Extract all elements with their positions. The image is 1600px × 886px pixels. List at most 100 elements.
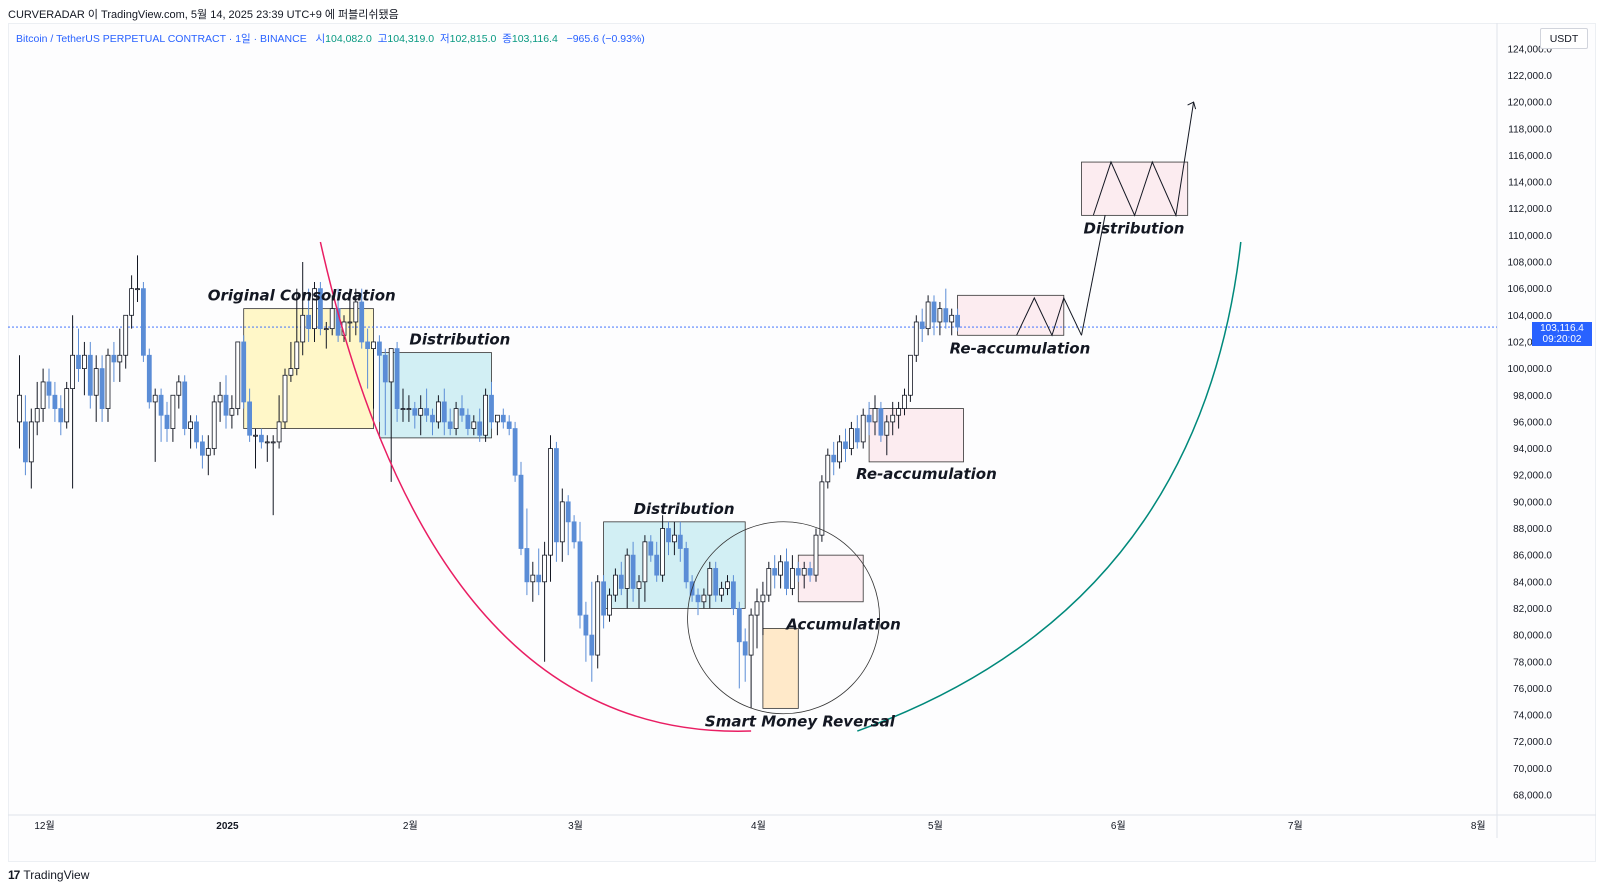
candle-body (52, 394, 58, 409)
label-original-consolidation: Original Consolidation (208, 287, 396, 305)
candle-body (583, 614, 589, 636)
candle-body (294, 341, 300, 370)
candle-body (270, 441, 276, 444)
candle-body (554, 448, 559, 543)
zigzag-path (1016, 296, 1082, 337)
candle-body (129, 288, 135, 316)
label-reaccumulation-1: Re-accumulation (856, 465, 997, 483)
high-value: 104,319.0 (387, 33, 435, 45)
symbol-legend[interactable]: Bitcoin / TetherUS PERPETUAL CONTRACT · … (16, 31, 645, 46)
candle-body (123, 314, 129, 356)
reversal-circle (687, 521, 880, 715)
zigzag-distribution-path (1092, 102, 1195, 218)
candle-body (329, 308, 335, 330)
x-tick-label: 3월 (568, 820, 583, 832)
candle-body (64, 388, 70, 423)
candle-body (223, 394, 229, 416)
candle-body (701, 594, 707, 603)
symbol-name[interactable]: Bitcoin / TetherUS PERPETUAL CONTRACT · … (16, 33, 307, 45)
candle-body (654, 554, 660, 576)
candle-body (17, 394, 22, 423)
candle-body (241, 341, 247, 403)
y-tick-label: 114,000.0 (1508, 178, 1552, 189)
label-distribution-1: Distribution (409, 331, 510, 349)
candle-body (925, 301, 931, 330)
candle-body (412, 408, 418, 416)
candle-body (158, 394, 164, 416)
candle-body (595, 581, 601, 656)
tradingview-logo-icon: 17 (8, 868, 20, 882)
candle-body (778, 561, 783, 576)
candle-body (813, 534, 819, 576)
candle-body (559, 501, 565, 543)
candle-body (247, 401, 253, 436)
candle-body (353, 301, 359, 323)
candle-body (264, 441, 270, 444)
candle-body (919, 321, 925, 330)
candle-body (589, 634, 595, 656)
candle-body (754, 601, 760, 616)
candle-body (435, 401, 441, 423)
candle-body (908, 354, 913, 396)
candle-body (955, 314, 960, 328)
candle-body (235, 341, 241, 409)
candle-body (518, 474, 524, 549)
currency-selector[interactable]: USDT (1540, 28, 1588, 49)
candle-body (447, 421, 453, 429)
x-tick-label: 6월 (1111, 820, 1126, 832)
candle-body (40, 381, 46, 409)
candle-body (359, 301, 365, 343)
open-value: 104,082.0 (325, 33, 372, 45)
y-tick-label: 110,000.0 (1508, 231, 1552, 242)
candle-body (365, 341, 371, 350)
candle-body (140, 288, 146, 356)
candle-body (843, 441, 848, 449)
y-tick-label: 106,000.0 (1508, 284, 1553, 295)
candle-body (713, 568, 719, 596)
candle-body (601, 581, 606, 616)
candle-body (607, 594, 612, 616)
x-tick-label: 4월 (751, 820, 766, 832)
candle-body (22, 421, 28, 463)
candle-body (506, 421, 512, 429)
candle-body (731, 581, 736, 609)
candle-body (117, 354, 123, 363)
candle-body (760, 594, 766, 603)
projection-line (1081, 215, 1106, 336)
footer-brand[interactable]: 17 TradingView (8, 866, 89, 884)
candle-body (512, 428, 518, 476)
candle-body (76, 354, 81, 369)
candle-body (801, 568, 807, 576)
candle-body (229, 408, 235, 416)
x-tick-label: 12월 (34, 820, 54, 832)
candle-body (790, 568, 795, 589)
label-distribution-3: Distribution (1084, 219, 1185, 237)
candle-body (288, 368, 294, 376)
candle-body (194, 421, 199, 443)
candle-body (376, 341, 382, 356)
candle-body (217, 394, 223, 403)
candle-body (736, 608, 742, 643)
candle-body (253, 434, 258, 437)
candle-body (577, 541, 583, 616)
candle-body (837, 441, 842, 463)
candle-body (406, 408, 412, 410)
candle-body (58, 408, 64, 423)
y-tick-label: 94,000.0 (1513, 444, 1552, 455)
x-tick-label: 2025 (216, 821, 239, 832)
y-tick-label: 100,000.0 (1508, 364, 1553, 375)
close-value: 103,116.4 (511, 33, 558, 45)
candle-body (825, 454, 831, 483)
y-tick-label: 88,000.0 (1513, 524, 1552, 535)
candle-body (459, 408, 465, 416)
y-tick-label: 76,000.0 (1513, 684, 1552, 695)
candle-body (111, 354, 117, 363)
candle-body (199, 441, 205, 456)
candle-body (424, 408, 430, 416)
candle-body (176, 381, 182, 396)
candle-body (28, 421, 34, 463)
y-tick-label: 84,000.0 (1513, 577, 1552, 588)
x-tick-label: 2월 (403, 820, 418, 832)
candle-body (300, 314, 306, 343)
